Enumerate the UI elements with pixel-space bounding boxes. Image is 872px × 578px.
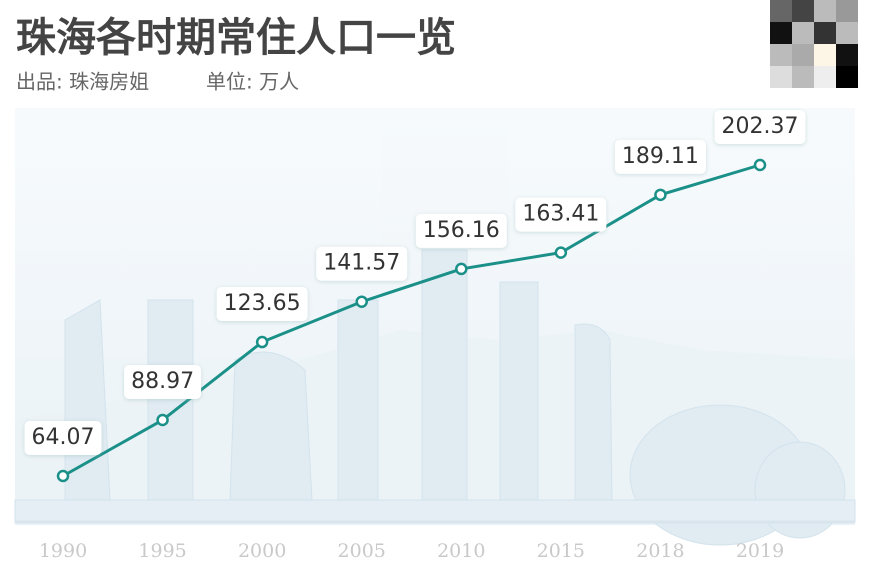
line: [62, 163, 761, 478]
source: 出品: 珠海房姐: [16, 70, 149, 94]
x-tick-label: 1995: [138, 540, 186, 562]
value-label-box: 141.57: [316, 246, 408, 281]
point: [355, 295, 368, 308]
value-label: 123.65: [224, 291, 301, 316]
value-label-box: 189.11: [614, 139, 706, 174]
point: [753, 158, 767, 172]
x-tick-label: 2005: [338, 540, 386, 562]
thumbnail: [770, 0, 858, 88]
point: [255, 335, 269, 349]
label-box: [415, 213, 507, 248]
label-box: [316, 246, 408, 281]
x-tick-label: 2019: [736, 540, 784, 562]
x-tick-label: 2000: [238, 540, 286, 562]
value-label-box: 202.37: [714, 110, 806, 144]
label-box: [216, 287, 308, 322]
point: [554, 246, 568, 259]
label-box: [515, 197, 607, 232]
point: [455, 262, 468, 276]
point: [654, 188, 667, 202]
value-label-box: 156.16: [415, 213, 507, 248]
value-label-box: 64.07: [24, 421, 102, 455]
value-label-box: 163.41: [515, 197, 607, 232]
x-tick-label: 1990: [39, 540, 87, 562]
value-label: 156.16: [423, 218, 500, 243]
value-label: 64.07: [32, 425, 95, 450]
label-box: [714, 110, 806, 144]
x-tick-label: 2010: [437, 540, 485, 562]
unit: 单位: 万人: [206, 70, 299, 94]
point: [56, 469, 70, 483]
value-label: 189.11: [622, 144, 699, 169]
label-box: [24, 421, 102, 455]
label-box: [614, 139, 706, 174]
x-tick-label: 2015: [537, 540, 585, 562]
x-tick-label: 2018: [636, 540, 684, 562]
label-box: [124, 365, 202, 400]
value-label: 202.37: [722, 114, 799, 139]
value-label: 163.41: [522, 202, 599, 227]
value-label: 88.97: [131, 369, 194, 394]
chart-title: 珠海各时期常住人口一览: [16, 15, 456, 61]
value-label: 141.57: [323, 251, 400, 276]
point: [156, 413, 169, 427]
value-label-box: 123.65: [216, 287, 308, 322]
value-label-box: 88.97: [124, 365, 202, 400]
